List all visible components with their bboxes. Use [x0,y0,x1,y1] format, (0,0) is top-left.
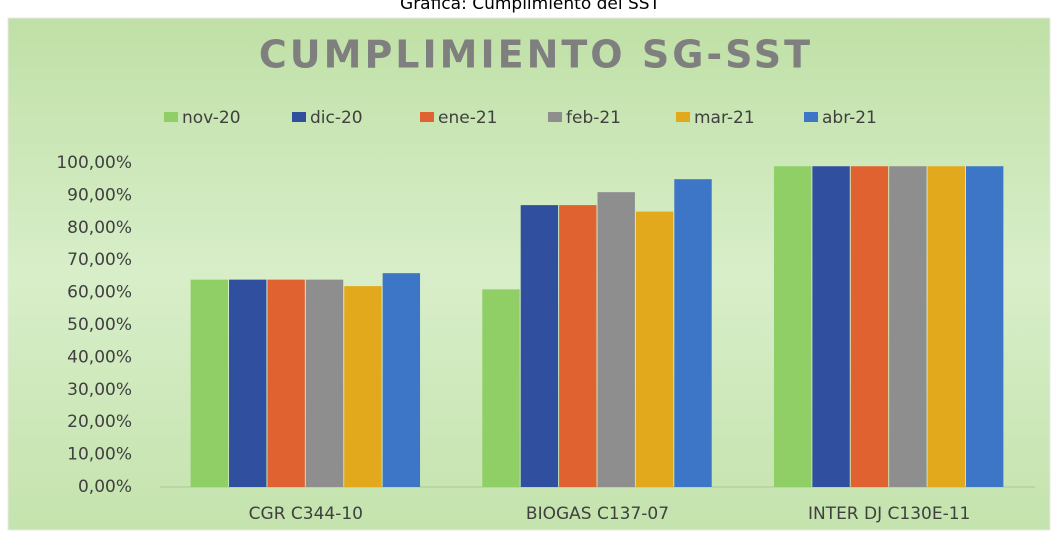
legend-swatch [420,112,434,122]
bar [229,279,267,487]
x-tick-label: INTER DJ C130E-11 [808,504,970,524]
bar [382,273,421,487]
bar [850,166,889,488]
bar [674,179,712,487]
chart-title: CUMPLIMIENTO SG-SST [259,33,813,77]
bar [635,211,674,487]
y-tick-label: 90,00% [67,185,132,205]
bar [889,166,927,488]
legend-swatch [676,112,690,122]
bar [267,279,305,487]
y-tick-label: 10,00% [67,445,132,465]
legend-label: feb-21 [566,108,621,128]
y-tick-label: 20,00% [67,412,132,432]
y-tick-label: 40,00% [67,347,132,367]
legend-swatch [164,112,178,122]
y-tick-label: 0,00% [78,477,132,497]
y-tick-label: 70,00% [67,250,132,270]
legend-label: nov-20 [182,108,241,128]
bar [773,166,812,488]
bar [190,279,229,487]
y-tick-label: 30,00% [67,380,132,400]
bar [559,205,597,487]
legend-swatch [804,112,818,122]
legend-swatch [292,112,306,122]
legend-label: ene-21 [438,108,497,128]
x-tick-label: CGR C344-10 [249,504,363,524]
caption: Gráfica: Cumplimiento del SST [400,0,661,14]
y-tick-label: 80,00% [67,218,132,238]
bar [927,166,965,488]
x-tick-label: BIOGAS C137-07 [526,504,669,524]
bar [305,279,344,487]
bar [965,166,1004,488]
bar [344,286,382,487]
legend-label: dic-20 [310,108,363,128]
bar [812,166,850,488]
y-tick-label: 60,00% [67,283,132,303]
legend-swatch [548,112,562,122]
bar [520,205,559,487]
legend-label: abr-21 [822,108,877,128]
legend-label: mar-21 [694,108,755,128]
y-tick-label: 100,00% [56,153,132,173]
bar [482,289,520,487]
bar [597,192,635,487]
y-tick-label: 50,00% [67,315,132,335]
